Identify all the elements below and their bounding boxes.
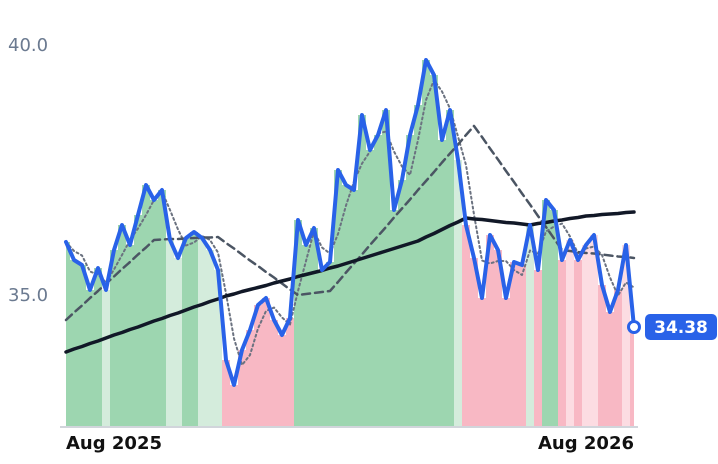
- area-segment: [574, 260, 582, 427]
- area-segment: [174, 258, 182, 427]
- area-segment: [198, 238, 206, 427]
- area-segment: [190, 232, 198, 427]
- area-segment: [102, 290, 110, 427]
- area-segment: [414, 105, 422, 427]
- area-segment: [438, 140, 446, 427]
- series-line: [64, 210, 636, 354]
- area-segment: [590, 235, 598, 427]
- area-segment: [270, 320, 278, 427]
- area-segment: [318, 270, 326, 427]
- area-segment: [406, 135, 414, 427]
- area-segment: [398, 180, 406, 427]
- area-segment: [326, 262, 334, 427]
- area-segment: [142, 185, 150, 427]
- last-point: [627, 320, 641, 334]
- area-segment: [382, 110, 390, 427]
- area-segment: [214, 270, 222, 427]
- area-segment: [374, 135, 382, 427]
- series-line: [64, 58, 636, 387]
- area-segment: [254, 305, 262, 427]
- area-segment: [166, 240, 174, 427]
- area-segment: [110, 250, 118, 427]
- last-value-label: 34.38: [654, 318, 708, 338]
- area-segment: [550, 210, 558, 427]
- area-segment: [454, 160, 462, 427]
- area-segment: [350, 190, 358, 427]
- area-segment: [334, 170, 342, 427]
- area-segment: [222, 360, 230, 427]
- area-segment: [126, 245, 134, 427]
- area-segment: [262, 298, 270, 427]
- area-segment: [598, 285, 606, 427]
- area-segment: [510, 262, 518, 427]
- area-segment: [246, 330, 254, 427]
- area-segment: [446, 110, 454, 427]
- y-tick-label: 35.0: [8, 285, 48, 306]
- area-segment: [230, 385, 238, 427]
- area-segment: [542, 200, 550, 427]
- area-segment: [206, 250, 214, 427]
- area-segment: [94, 268, 102, 427]
- area-segment: [342, 185, 350, 427]
- area-segment: [118, 225, 126, 427]
- area-segment: [294, 220, 302, 427]
- area-segment: [278, 335, 286, 427]
- area-segment: [86, 290, 94, 427]
- area-segment: [502, 298, 510, 427]
- series-line: [64, 124, 636, 322]
- area-segment: [470, 258, 478, 427]
- area-segment: [486, 235, 494, 427]
- area-segment: [430, 75, 438, 427]
- area-segment: [622, 245, 630, 427]
- x-tick-label: Aug 2026: [538, 433, 634, 454]
- area-segment: [462, 225, 470, 427]
- area-segment: [566, 240, 574, 427]
- area-segment: [390, 210, 398, 427]
- area-segment: [582, 245, 590, 427]
- area-segment: [134, 215, 142, 427]
- area-segment: [366, 150, 374, 427]
- area-segment: [614, 290, 622, 427]
- area-segment: [150, 200, 158, 427]
- area-segment: [358, 115, 366, 427]
- area-segment: [534, 270, 542, 427]
- last-value-badge: [645, 314, 717, 340]
- area-segment: [422, 60, 430, 427]
- area-segment: [518, 265, 526, 427]
- area-segment: [310, 228, 318, 427]
- area-segment: [558, 260, 566, 427]
- area-segment: [302, 245, 310, 427]
- area-segment: [286, 318, 294, 427]
- area-segment: [238, 350, 246, 427]
- area-segment: [494, 250, 502, 427]
- x-tick-label: Aug 2025: [66, 433, 162, 454]
- area-segment: [526, 225, 534, 427]
- area-segment: [478, 298, 486, 427]
- area-segment: [182, 238, 190, 427]
- area-segment: [70, 260, 78, 427]
- y-tick-label: 40.0: [8, 35, 48, 56]
- area-segment: [158, 190, 166, 427]
- area-segment: [66, 242, 70, 427]
- area-segment: [606, 312, 614, 427]
- area-segment: [630, 327, 634, 427]
